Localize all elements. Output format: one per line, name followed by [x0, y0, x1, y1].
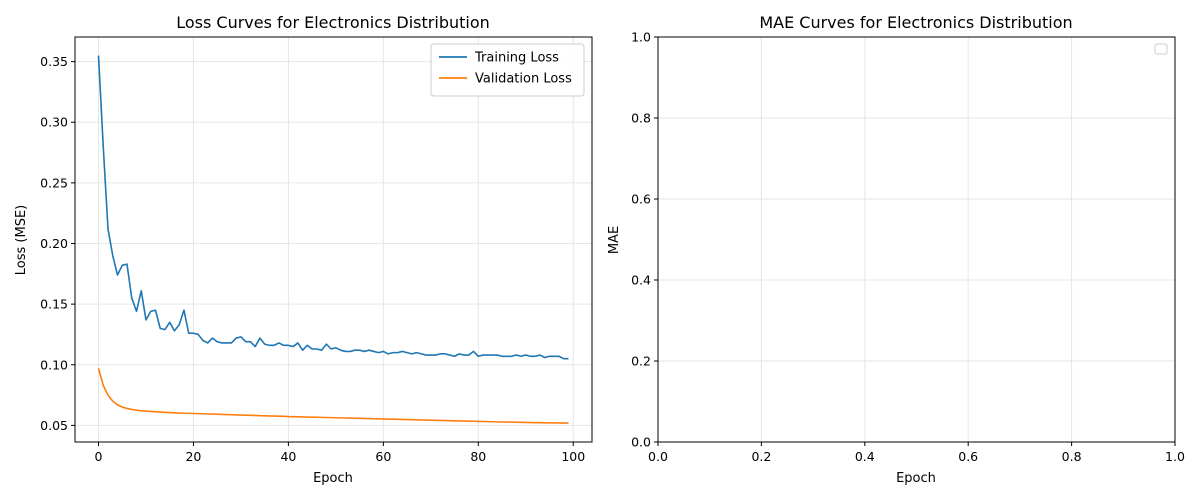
mae-y-tick-label: 0.2 [631, 354, 651, 369]
loss-y-tick-label: 0.25 [40, 175, 68, 190]
loss-axes-frame [74, 36, 593, 443]
mae-y-tick-label: 1.0 [631, 30, 651, 45]
mae-y-tick-label: 0.4 [631, 273, 651, 288]
loss-y-tick-label: 0.15 [40, 297, 68, 312]
loss-x-tick-label: 60 [375, 449, 391, 464]
loss-x-tick-label: 20 [185, 449, 201, 464]
loss-legend: Training Loss Validation Loss [430, 43, 585, 97]
loss-y-tick-label: 0.10 [40, 357, 68, 372]
loss-chart-title: Loss Curves for Electronics Distribution [176, 13, 490, 32]
validation-loss-line [97, 368, 569, 424]
mae-x-tick-label: 0.4 [855, 449, 875, 464]
loss-y-tick-label: 0.35 [40, 54, 68, 69]
loss-y-tick-label: 0.20 [40, 236, 68, 251]
loss-series [97, 55, 569, 424]
mae-chart: MAE Curves for Electronics Distribution … [607, 13, 1185, 486]
validation-loss-legend-label: Validation Loss [475, 72, 572, 87]
loss-y-tick-label: 0.05 [40, 418, 68, 433]
loss-x-axis-label: Epoch [313, 471, 353, 486]
loss-ticks: 0 20 40 60 80 100 0.05 0.10 0.15 0.20 0.25 0.30 0.35 [40, 54, 585, 464]
mae-x-tick-label: 0.0 [648, 449, 668, 464]
mae-x-tick-label: 0.6 [958, 449, 978, 464]
mae-legend [1154, 43, 1168, 55]
mae-y-tick-label: 0.8 [631, 111, 651, 126]
mae-chart-title: MAE Curves for Electronics Distribution [759, 13, 1072, 32]
mae-x-tick-label: 0.2 [751, 449, 771, 464]
mae-legend-box [1154, 43, 1168, 55]
loss-legend-box [430, 43, 585, 97]
mae-x-axis-label: Epoch [896, 471, 936, 486]
mae-x-tick-label: 1.0 [1165, 449, 1185, 464]
mae-axes-frame [657, 36, 1176, 443]
mae-y-tick-label: 0.0 [631, 435, 651, 450]
mae-ticks: 0.0 0.2 0.4 0.6 0.8 1.0 0.0 0.2 0.4 0.6 0.8 1.0 [631, 30, 1185, 465]
loss-x-tick-label: 0 [95, 449, 103, 464]
loss-y-tick-label: 0.30 [40, 115, 68, 130]
mae-y-tick-label: 0.6 [631, 192, 651, 207]
training-loss-line [97, 55, 569, 360]
loss-chart: Loss Curves for Electronics Distribution… [14, 13, 593, 486]
loss-x-tick-label: 40 [280, 449, 296, 464]
mae-x-tick-label: 0.8 [1062, 449, 1082, 464]
loss-y-axis-label: Loss (MSE) [14, 205, 29, 275]
training-loss-legend-label: Training Loss [474, 51, 559, 66]
loss-x-tick-label: 100 [561, 449, 585, 464]
loss-x-tick-label: 80 [470, 449, 486, 464]
mae-y-axis-label: MAE [607, 226, 622, 254]
